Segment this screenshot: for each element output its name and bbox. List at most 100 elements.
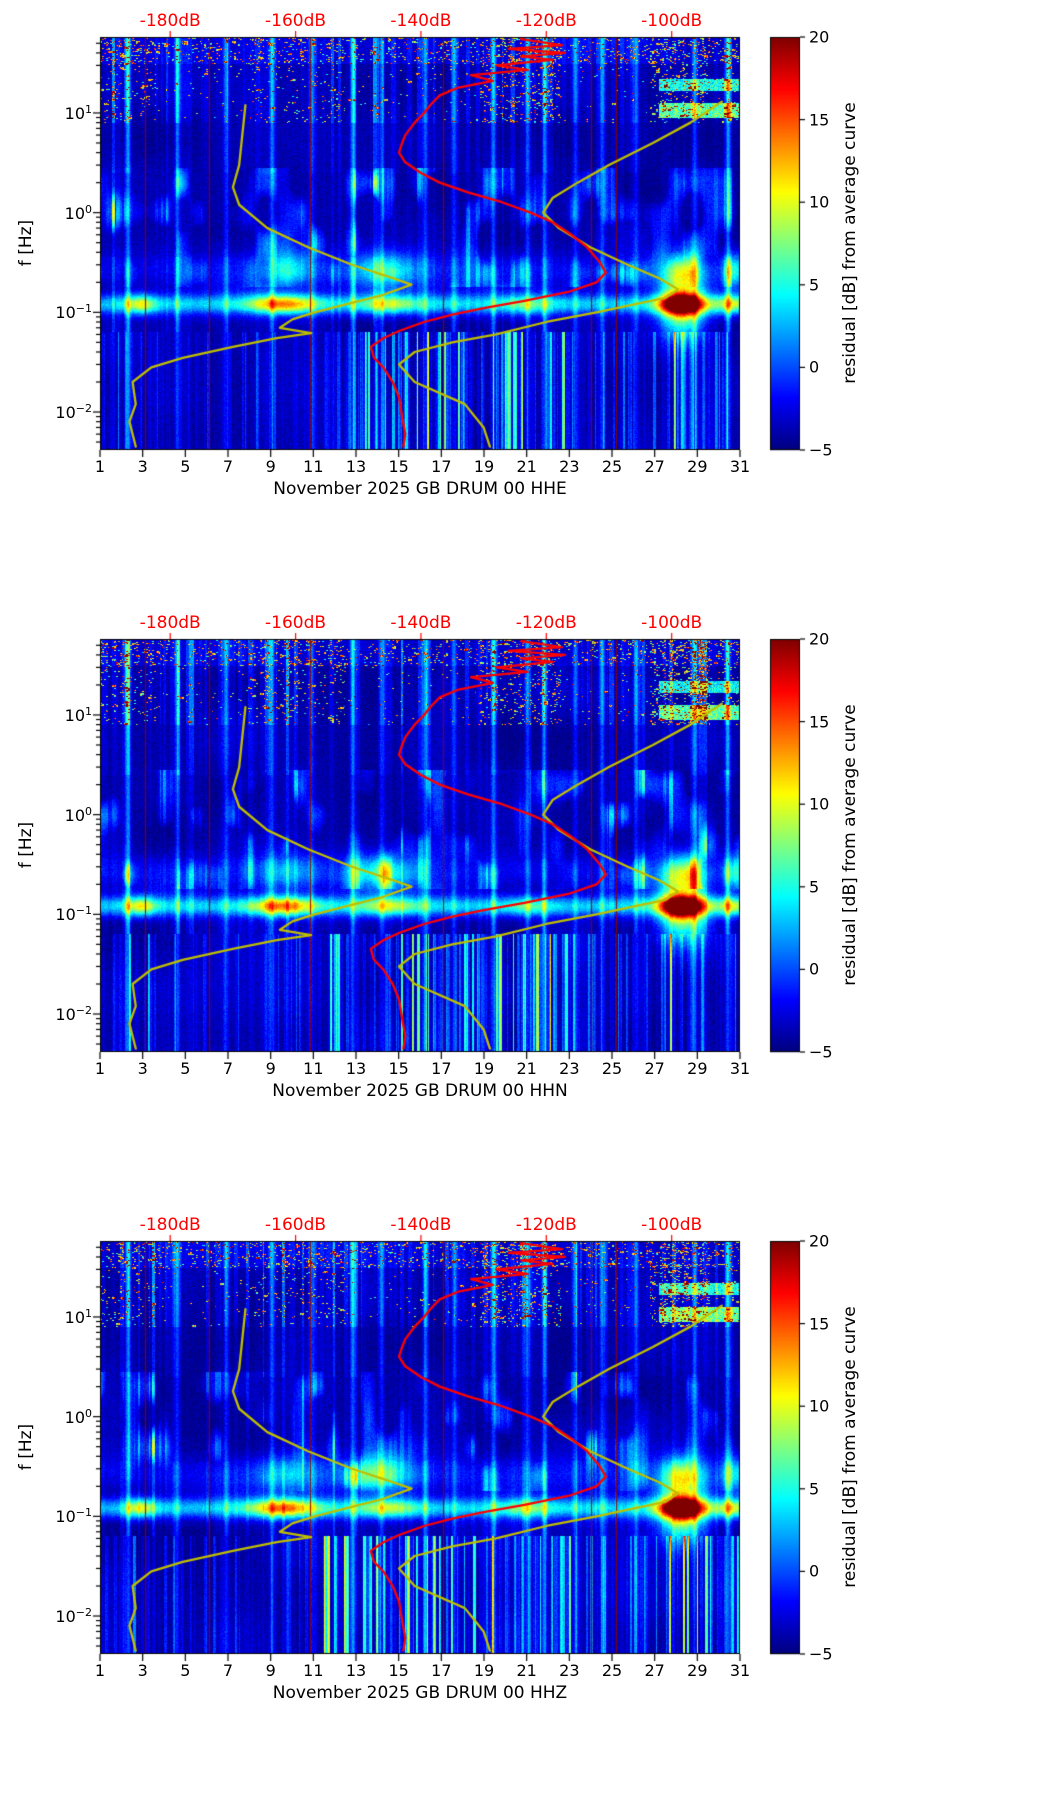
y-axis-label: f [Hz] [16,821,36,869]
x-tick-label: 29 [687,1059,708,1078]
y-tick-label: 101 [64,704,92,726]
y-tick-label: 101 [64,1306,92,1328]
x-tick-label: 29 [687,457,708,476]
spectrogram-panel-hhn: f [Hz] November 2025 GB DRUM 00 HHN resi… [0,602,1052,1204]
colorbar-tick-label: 5 [809,275,820,295]
x-tick-label: 19 [473,1059,495,1078]
y-tick-label: 10−1 [55,1506,92,1527]
x-tick-label: 17 [431,1059,452,1078]
top-axis-tick-label: -100dB [641,11,703,31]
x-tick-label: 7 [222,457,234,476]
x-tick-label: 23 [559,1661,580,1680]
colorbar-tick-label: 0 [809,959,820,979]
colorbar-tick-label: −5 [809,440,833,460]
y-tick-label: 10−2 [55,1605,92,1627]
x-tick-label: 27 [644,1661,665,1680]
x-tick-label: 11 [303,457,324,476]
x-tick-label: 19 [473,1661,495,1680]
y-tick-label: 101 [64,102,92,124]
x-tick-label: 15 [388,1059,409,1078]
y-tick-label: 100 [64,1406,92,1427]
colorbar-tick-label: 20 [809,1231,830,1251]
x-tick-label: 31 [729,1059,751,1078]
top-axis-tick-label: -140dB [390,11,452,31]
top-axis-tick-label: -140dB [390,1215,452,1235]
y-tick-label: 100 [64,804,92,825]
top-axis-tick-label: -160dB [265,1215,327,1235]
colorbar-tick-label: 15 [809,712,830,732]
colorbar-label: residual [dB] from average curve [840,102,860,384]
top-axis-tick-label: -180dB [139,1215,201,1235]
x-tick-label: 23 [559,457,580,476]
top-axis-tick-label: -180dB [139,613,201,633]
x-axis-title: November 2025 GB DRUM 00 HHZ [272,1683,568,1703]
x-tick-label: 17 [431,1661,452,1680]
x-tick-label: 9 [265,1059,276,1078]
colorbar-tick-label: 0 [809,357,820,377]
x-tick-label: 31 [729,457,751,476]
colorbar-tick-label: 10 [809,1396,830,1416]
colorbar-tick-label: 10 [809,794,830,814]
spectrogram-panel-hhz: f [Hz] November 2025 GB DRUM 00 HHZ resi… [0,1204,1052,1806]
x-tick-label: 27 [644,457,665,476]
x-tick-label: 3 [137,1661,148,1680]
x-tick-label: 15 [388,1661,409,1680]
x-tick-label: 25 [601,1661,623,1680]
x-tick-label: 3 [137,457,148,476]
x-tick-label: 3 [137,1059,148,1078]
x-tick-label: 21 [516,1661,537,1680]
colorbar-tick-label: 5 [809,877,820,897]
x-tick-label: 25 [601,457,623,476]
y-tick-label: 10−2 [55,1003,92,1025]
x-tick-label: 29 [687,1661,708,1680]
spectrogram-canvas-hhe [0,0,1052,602]
top-axis-tick-label: -120dB [515,11,577,31]
top-axis-tick-label: -120dB [515,1215,577,1235]
x-tick-label: 15 [388,457,409,476]
y-tick-label: 10−1 [55,904,92,925]
top-axis-tick-label: -160dB [265,11,327,31]
y-axis-label: f [Hz] [16,219,36,267]
colorbar-label: residual [dB] from average curve [840,704,860,986]
x-tick-label: 9 [265,1661,276,1680]
y-axis-label: f [Hz] [16,1423,36,1471]
y-tick-label: 10−1 [55,302,92,323]
x-tick-label: 31 [729,1661,751,1680]
colorbar-tick-label: −5 [809,1644,833,1664]
x-tick-label: 5 [180,1661,191,1680]
x-axis-title: November 2025 GB DRUM 00 HHN [272,1081,568,1101]
x-tick-label: 21 [516,1059,537,1078]
colorbar-tick-label: 15 [809,1314,830,1334]
colorbar-tick-label: 5 [809,1479,820,1499]
x-tick-label: 13 [345,1661,367,1680]
spectrogram-canvas-hhn [0,602,1052,1204]
x-axis-title: November 2025 GB DRUM 00 HHE [273,479,567,499]
x-tick-label: 11 [303,1661,324,1680]
top-axis-tick-label: -160dB [265,613,327,633]
x-tick-label: 19 [473,457,495,476]
x-tick-label: 11 [303,1059,324,1078]
x-tick-label: 13 [345,457,367,476]
x-tick-label: 25 [601,1059,623,1078]
x-tick-label: 5 [180,457,191,476]
top-axis-tick-label: -140dB [390,613,452,633]
x-tick-label: 27 [644,1059,665,1078]
x-tick-label: 1 [94,1661,106,1680]
x-tick-label: 21 [516,457,537,476]
x-tick-label: 9 [265,457,276,476]
y-tick-label: 100 [64,202,92,223]
colorbar-tick-label: 20 [809,27,830,47]
y-tick-label: 10−2 [55,401,92,423]
colorbar-tick-label: 0 [809,1561,820,1581]
top-axis-tick-label: -100dB [641,1215,703,1235]
colorbar-tick-label: 15 [809,110,830,130]
colorbar-tick-label: 10 [809,192,830,212]
spectrogram-panel-hhe: f [Hz] November 2025 GB DRUM 00 HHE resi… [0,0,1052,602]
top-axis-tick-label: -180dB [139,11,201,31]
spectrogram-canvas-hhz [0,1204,1052,1806]
x-tick-label: 7 [222,1059,234,1078]
colorbar-label: residual [dB] from average curve [840,1306,860,1588]
x-tick-label: 17 [431,457,452,476]
top-axis-tick-label: -120dB [515,613,577,633]
